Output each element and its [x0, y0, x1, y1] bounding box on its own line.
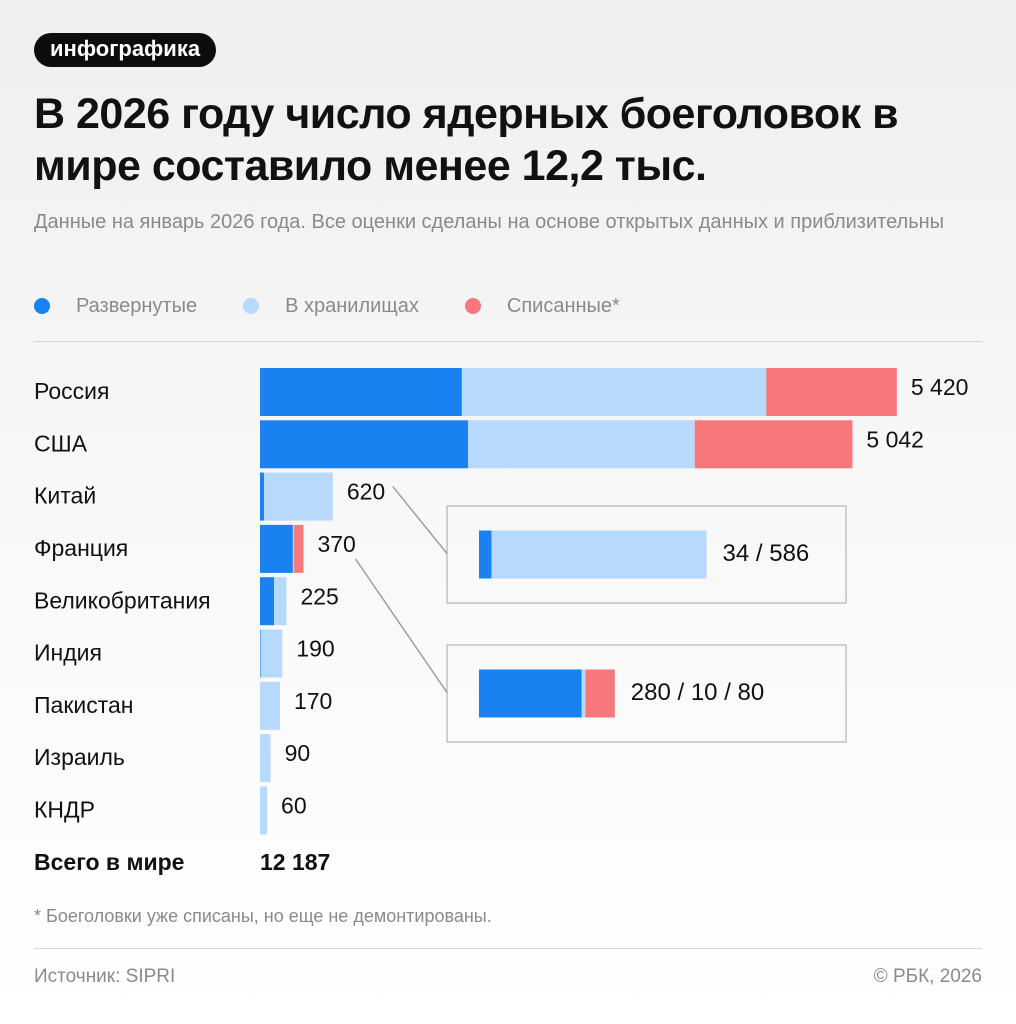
- callout-label-1: 280 / 10 / 80: [631, 679, 764, 706]
- bar-stored-7: [260, 734, 271, 783]
- total-label-3: 370: [317, 531, 355, 557]
- bar-retired-0: [766, 368, 897, 416]
- legend-item-deployed: Развернутые: [34, 295, 197, 318]
- category-label-6: Пакистан: [34, 692, 134, 718]
- legend-swatch-retired: [464, 298, 481, 314]
- bar-stored-1: [467, 420, 695, 469]
- legend-swatch-deployed: [34, 298, 50, 314]
- total-label-6: 170: [294, 688, 332, 714]
- category-label-4: Великобритания: [34, 587, 211, 613]
- callout-bar-stored-1: [581, 669, 586, 718]
- bar-stored-6: [260, 681, 280, 730]
- callout-connector-1: [354, 558, 448, 693]
- legend-label-retired: Списанные*: [506, 294, 620, 317]
- bar-deployed-1: [260, 420, 468, 469]
- callout-box-1: [446, 644, 847, 743]
- total-label-8: 60: [281, 792, 307, 818]
- category-label-2: Китай: [34, 483, 96, 509]
- bar-deployed-5: [260, 629, 261, 678]
- legend-item-stored: В хранилищах: [243, 295, 419, 318]
- category-label-1: США: [34, 430, 88, 456]
- legend-item-retired: Списанные*: [464, 294, 620, 318]
- callout-bar-deployed-0: [479, 530, 492, 579]
- total-row-label: Всего в мире: [34, 849, 184, 875]
- legend-label-deployed: Развернутые: [76, 294, 198, 317]
- bar-retired-1: [694, 420, 853, 469]
- callout-box-0: [446, 505, 847, 604]
- total-label-1: 5 042: [866, 426, 924, 452]
- copyright-note: © РБК, 2026: [873, 966, 982, 987]
- bar-deployed-4: [260, 577, 275, 626]
- bar-stored-2: [263, 472, 333, 521]
- stacked-bar-chart: Россия 5 420 США 5 042 Китай 620 Франция 370 Вел…: [34, 368, 969, 875]
- infographic-badge: инфографика: [34, 33, 217, 67]
- legend-swatch-stored: [243, 298, 260, 314]
- callout-bar-deployed-1: [479, 669, 582, 718]
- footnote: * Боеголовки уже списаны, но еще не демо…: [34, 906, 492, 926]
- total-label-0: 5 420: [911, 374, 969, 400]
- category-label-3: Франция: [34, 535, 128, 561]
- bar-deployed-3: [260, 524, 293, 573]
- bottom-divider: [34, 948, 982, 949]
- top-divider: [34, 341, 982, 342]
- total-label-7: 90: [285, 740, 311, 766]
- bar-stored-5: [260, 629, 283, 678]
- category-label-0: Россия: [34, 378, 109, 404]
- total-label-4: 225: [300, 583, 338, 609]
- total-label-5: 190: [296, 636, 334, 662]
- bar-stored-4: [274, 577, 287, 626]
- callout-bar-retired-1: [585, 669, 615, 718]
- bar-stored-0: [461, 368, 767, 416]
- chart-title: В 2026 году число ядерных боеголовок в м…: [34, 90, 899, 190]
- total-label-2: 620: [347, 479, 385, 505]
- total-row-value: 12 187: [260, 849, 330, 875]
- callout-connector-0: [392, 486, 448, 554]
- bar-deployed-0: [260, 368, 462, 416]
- bar-deployed-2: [260, 472, 264, 521]
- category-label-8: КНДР: [34, 796, 95, 822]
- bar-stored-3: [292, 524, 295, 573]
- chart-subtitle: Данные на январь 2026 года. Все оценки с…: [34, 211, 945, 233]
- bar-stored-8: [260, 786, 268, 835]
- category-label-7: Израиль: [34, 744, 125, 770]
- legend: Развернутые В хранилищах Списанные*: [34, 292, 666, 320]
- category-label-5: Индия: [34, 640, 102, 666]
- source-note: Источник: SIPRI: [34, 966, 176, 987]
- callout-bar-stored-0: [491, 530, 707, 579]
- bar-retired-3: [294, 524, 304, 573]
- callout-label-0: 34 / 586: [723, 540, 810, 567]
- legend-label-stored: В хранилищах: [285, 294, 419, 317]
